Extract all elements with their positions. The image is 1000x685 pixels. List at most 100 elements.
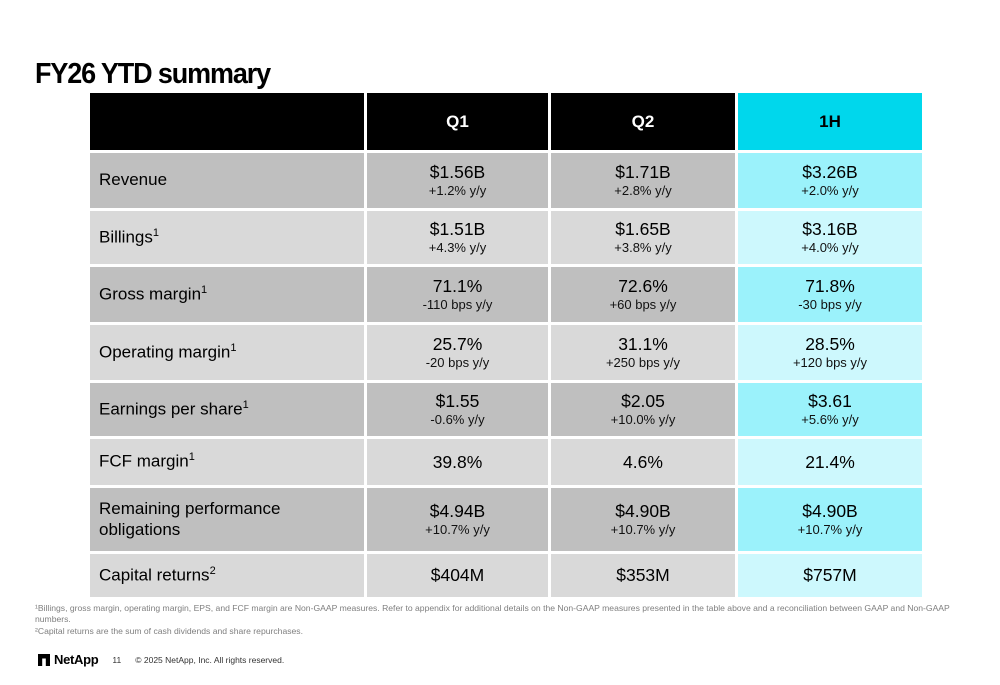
cell-delta: +2.8% y/y bbox=[614, 182, 672, 198]
q1-cell: $1.51B +4.3% y/y bbox=[367, 211, 548, 264]
1h-cell: $3.61 +5.6% y/y bbox=[738, 383, 922, 436]
cell-delta: +4.3% y/y bbox=[428, 239, 487, 255]
row-label-text: Earnings per share bbox=[99, 399, 243, 419]
1h-cell: 71.8% -30 bps y/y bbox=[738, 267, 922, 322]
cell-delta: +5.6% y/y bbox=[801, 411, 859, 427]
q2-cell: 31.1% +250 bps y/y bbox=[551, 325, 735, 380]
table-row-fcf-margin: FCF margin1 39.8% 4.6% 21.4% bbox=[90, 439, 922, 485]
q2-cell: $1.65B +3.8% y/y bbox=[551, 211, 735, 264]
cell-value: 4.6% bbox=[623, 451, 663, 472]
table-row-gross-margin: Gross margin1 71.1% -110 bps y/y 72.6% +60… bbox=[90, 267, 922, 322]
row-label: Operating margin1 bbox=[99, 342, 236, 363]
table-header-row: Q1 Q2 1H bbox=[90, 93, 922, 150]
row-label: FCF margin1 bbox=[99, 451, 195, 472]
cell-delta: +60 bps y/y bbox=[609, 296, 677, 312]
table-row-billings: Billings1 $1.51B +4.3% y/y $1.65B +3.8% y/… bbox=[90, 211, 922, 264]
1h-cell: $757M bbox=[738, 554, 922, 597]
header-q1-label: Q1 bbox=[446, 111, 469, 131]
netapp-wordmark: NetApp bbox=[54, 652, 99, 667]
cell-value: $4.90B bbox=[615, 500, 671, 521]
cell-value: $1.65B bbox=[615, 218, 671, 239]
cell-value: $1.56B bbox=[429, 161, 486, 182]
cell-delta: -0.6% y/y bbox=[430, 411, 485, 427]
1h-cell: $4.90B +10.7% y/y bbox=[738, 488, 922, 551]
cell-delta: +3.8% y/y bbox=[614, 239, 672, 255]
cell-delta: +10.7% y/y bbox=[425, 521, 490, 537]
cell-value: $2.05 bbox=[621, 390, 665, 411]
cell-value: $353M bbox=[616, 565, 670, 585]
table-row-rpo: Remaining performance obligations $4.94B… bbox=[90, 488, 922, 551]
q2-cell: 4.6% bbox=[551, 439, 735, 485]
row-label-cell: Earnings per share1 bbox=[90, 383, 364, 436]
q2-cell: $353M bbox=[551, 554, 735, 597]
row-label-text: Revenue bbox=[99, 170, 168, 190]
slide-footer: NetApp 11 © 2025 NetApp, Inc. All rights… bbox=[38, 652, 284, 667]
row-label-cell: Gross margin1 bbox=[90, 267, 364, 322]
netapp-logo-icon bbox=[38, 653, 50, 666]
row-label-sup: 1 bbox=[188, 451, 195, 464]
row-label-text: Operating margin bbox=[99, 342, 231, 362]
row-label: Capital returns2 bbox=[99, 565, 216, 586]
row-label: Earnings per share1 bbox=[99, 399, 249, 420]
cell-value: 21.4% bbox=[805, 451, 855, 472]
row-label-text: Gross margin bbox=[99, 284, 202, 304]
q1-cell: 25.7% -20 bps y/y bbox=[367, 325, 548, 380]
q1-cell: $404M bbox=[367, 554, 548, 597]
page-title: FY26 YTD summary bbox=[35, 58, 271, 90]
row-label-sup: 1 bbox=[242, 398, 249, 411]
cell-value: $3.61 bbox=[808, 390, 852, 411]
cell-value: $1.51B bbox=[429, 218, 486, 239]
cell-value: $3.26B bbox=[802, 161, 858, 182]
cell-delta: -110 bps y/y bbox=[422, 296, 493, 312]
q2-cell: $2.05 +10.0% y/y bbox=[551, 383, 735, 436]
cell-value: 71.8% bbox=[805, 275, 855, 296]
header-q2: Q2 bbox=[551, 93, 735, 150]
cell-value: $1.55 bbox=[435, 390, 480, 411]
cell-delta: +1.2% y/y bbox=[428, 182, 487, 198]
cell-value: 28.5% bbox=[805, 333, 855, 354]
cell-value: 25.7% bbox=[432, 333, 483, 354]
q1-cell: 39.8% bbox=[367, 439, 548, 485]
row-label-sup: 1 bbox=[152, 226, 159, 239]
1h-cell: 21.4% bbox=[738, 439, 922, 485]
header-1h-label: 1H bbox=[819, 111, 841, 131]
1h-cell: 28.5% +120 bps y/y bbox=[738, 325, 922, 380]
cell-delta: +10.7% y/y bbox=[610, 521, 676, 537]
cell-value: 39.8% bbox=[432, 451, 483, 472]
row-label-text: Capital returns bbox=[99, 565, 210, 585]
page-number: 11 bbox=[112, 654, 122, 665]
cell-value: $404M bbox=[430, 565, 485, 585]
row-label: Billings1 bbox=[99, 227, 159, 248]
row-label: Remaining performance obligations bbox=[99, 499, 356, 540]
table-row-capital-returns: Capital returns2 $404M $353M $757M bbox=[90, 554, 922, 597]
header-1h: 1H bbox=[738, 93, 922, 150]
q2-cell: 72.6% +60 bps y/y bbox=[551, 267, 735, 322]
copyright-text: © 2025 NetApp, Inc. All rights reserved. bbox=[135, 654, 285, 665]
cell-delta: +10.0% y/y bbox=[610, 411, 676, 427]
row-label-cell: Billings1 bbox=[90, 211, 364, 264]
cell-delta: +2.0% y/y bbox=[801, 182, 859, 198]
header-q2-label: Q2 bbox=[631, 111, 655, 131]
row-label-cell: FCF margin1 bbox=[90, 439, 364, 485]
q2-cell: $4.90B +10.7% y/y bbox=[551, 488, 735, 551]
q1-cell: $1.56B +1.2% y/y bbox=[367, 153, 548, 208]
cell-value: $4.90B bbox=[802, 500, 858, 521]
cell-value: 72.6% bbox=[618, 275, 668, 296]
table-row-eps: Earnings per share1 $1.55 -0.6% y/y $2.05… bbox=[90, 383, 922, 436]
cell-value: $757M bbox=[803, 565, 857, 585]
table-row-revenue: Revenue $1.56B +1.2% y/y $1.71B +2.8% y/y … bbox=[90, 153, 922, 208]
row-label-sup: 2 bbox=[209, 564, 216, 577]
cell-value: $1.71B bbox=[615, 161, 671, 182]
cell-delta: +250 bps y/y bbox=[605, 354, 681, 370]
header-q1: Q1 bbox=[367, 93, 548, 150]
row-label-cell: Revenue bbox=[90, 153, 364, 208]
cell-delta: +4.0% y/y bbox=[801, 239, 859, 255]
cell-value: $4.94B bbox=[429, 500, 486, 521]
cell-delta: +120 bps y/y bbox=[792, 354, 868, 370]
cell-value: 31.1% bbox=[618, 333, 668, 354]
row-label-text: FCF margin bbox=[99, 451, 189, 471]
row-label: Revenue bbox=[99, 170, 167, 191]
cell-value: 71.1% bbox=[432, 275, 483, 296]
row-label-cell: Operating margin1 bbox=[90, 325, 364, 380]
cell-delta: -30 bps y/y bbox=[798, 296, 862, 312]
